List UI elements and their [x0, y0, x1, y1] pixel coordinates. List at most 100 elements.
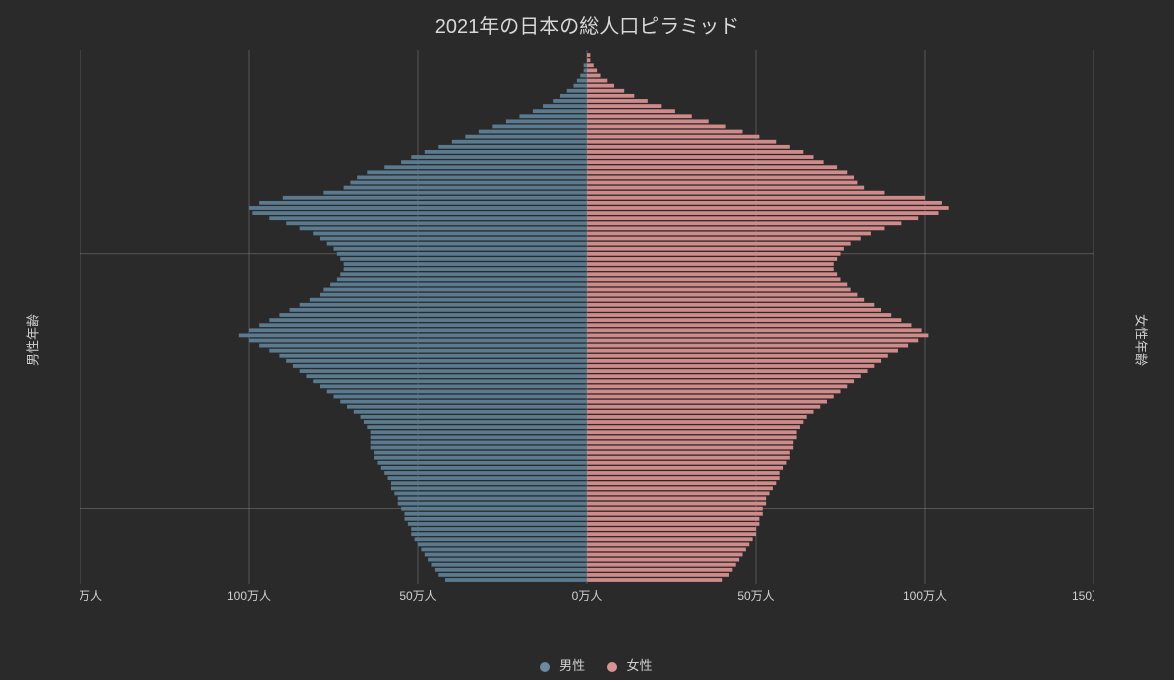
male-bar	[313, 379, 587, 383]
female-bar	[587, 150, 803, 154]
male-bar	[320, 293, 587, 297]
male-bar	[452, 140, 587, 144]
male-bar	[310, 298, 587, 302]
male-bar	[252, 211, 587, 215]
male-bar	[584, 63, 587, 67]
female-bar	[587, 568, 732, 572]
male-bar	[573, 84, 587, 88]
female-bar	[587, 461, 786, 465]
female-bar	[587, 456, 790, 460]
female-bar	[587, 451, 790, 455]
female-bar	[587, 84, 614, 88]
female-bar	[587, 481, 776, 485]
female-bar	[587, 405, 820, 409]
female-bar	[587, 196, 925, 200]
female-bar	[587, 176, 854, 180]
svg-text:100万人: 100万人	[227, 589, 271, 603]
female-bar	[587, 522, 759, 526]
female-bar	[587, 130, 742, 134]
male-bar	[367, 425, 587, 429]
female-bar	[587, 517, 759, 521]
female-bar	[587, 267, 834, 271]
female-bar	[587, 542, 749, 546]
female-bar	[587, 237, 861, 241]
female-bar	[587, 288, 851, 292]
male-bar	[519, 114, 587, 118]
female-bar	[587, 114, 692, 118]
male-bar	[404, 512, 587, 516]
female-bar	[587, 94, 634, 98]
female-bar	[587, 441, 793, 445]
female-bar	[587, 425, 800, 429]
male-bar	[553, 99, 587, 103]
male-bar	[401, 160, 587, 164]
male-bar	[323, 288, 587, 292]
female-bar	[587, 298, 864, 302]
female-bar	[587, 369, 868, 373]
female-bar	[587, 58, 590, 62]
female-bar	[587, 68, 597, 72]
female-bar	[587, 74, 601, 78]
male-bar	[361, 415, 587, 419]
female-bar	[587, 308, 881, 312]
male-bar	[391, 486, 587, 490]
male-bar	[293, 364, 587, 368]
male-bar	[327, 242, 587, 246]
male-bar	[445, 578, 587, 582]
male-bar	[432, 563, 587, 567]
male-bar	[367, 170, 587, 174]
female-bar	[587, 446, 793, 450]
female-bar	[587, 165, 837, 169]
female-bar	[587, 160, 824, 164]
male-bar	[381, 466, 587, 470]
male-bar	[506, 119, 587, 123]
male-bar	[259, 201, 587, 205]
female-bar	[587, 119, 709, 123]
female-bar	[587, 99, 648, 103]
female-bar	[587, 283, 847, 287]
male-bar	[337, 277, 587, 281]
male-bar	[340, 272, 587, 276]
female-bar	[587, 318, 901, 322]
male-bar	[286, 359, 587, 363]
male-bar	[279, 354, 587, 358]
svg-text:50万人: 50万人	[737, 589, 774, 603]
male-bar	[323, 191, 587, 195]
female-bar	[587, 109, 675, 113]
female-bar	[587, 430, 797, 434]
male-bar	[300, 369, 587, 373]
male-bar	[334, 247, 588, 251]
male-bar	[364, 420, 587, 424]
male-bar	[259, 344, 587, 348]
female-bar	[587, 527, 756, 531]
female-bar	[587, 272, 837, 276]
female-bar	[587, 63, 594, 67]
male-bar	[479, 130, 587, 134]
female-bar	[587, 415, 807, 419]
male-bar	[384, 471, 587, 475]
male-bar	[354, 410, 587, 414]
male-bar	[259, 323, 587, 327]
male-bar	[320, 237, 587, 241]
male-bar	[371, 430, 587, 434]
legend-female-label: 女性	[626, 658, 652, 673]
male-bar	[425, 553, 587, 557]
male-bar	[269, 349, 587, 353]
male-bar	[330, 283, 587, 287]
female-bar	[587, 491, 770, 495]
female-bar	[587, 252, 841, 256]
male-bar	[421, 548, 587, 552]
svg-text:100万人: 100万人	[903, 589, 947, 603]
plot-area: 150万人100万人50万人0万人50万人100万人150万人0歳0歳4歳4歳8…	[80, 50, 1094, 610]
male-bar	[391, 481, 587, 485]
female-bar	[587, 476, 780, 480]
female-bar	[587, 349, 898, 353]
female-bar	[587, 277, 841, 281]
female-bar	[587, 379, 854, 383]
male-bar	[340, 400, 587, 404]
female-bar	[587, 232, 871, 236]
male-bar	[347, 405, 587, 409]
male-bar	[465, 135, 587, 139]
svg-text:50万人: 50万人	[399, 589, 436, 603]
male-bar	[239, 333, 587, 337]
